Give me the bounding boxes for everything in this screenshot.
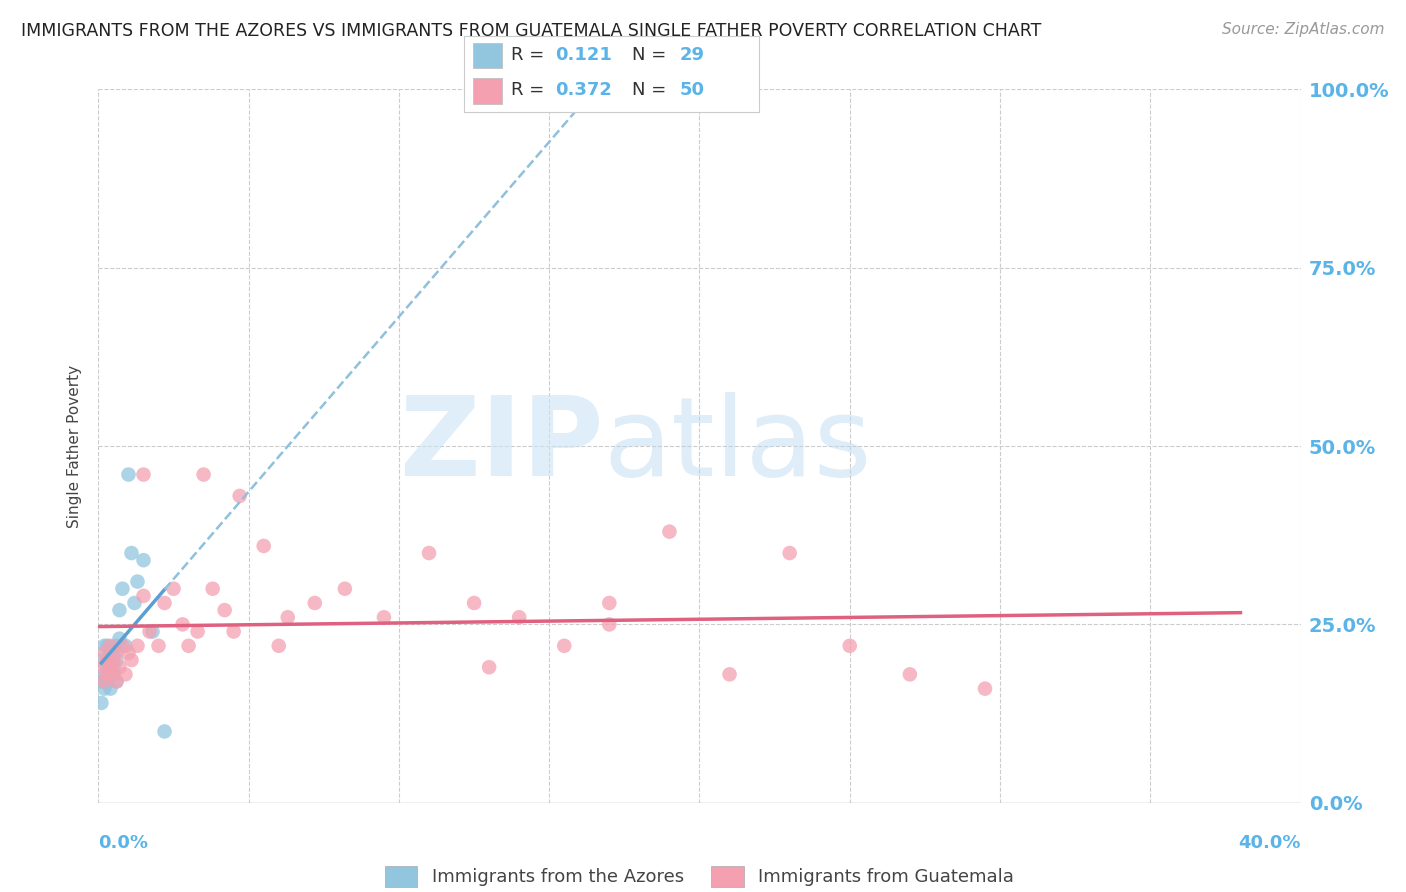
Point <box>100 646 122 660</box>
Point <box>132 467 155 482</box>
Text: R =: R = <box>512 81 550 99</box>
Point <box>508 610 530 624</box>
Text: 50: 50 <box>679 81 704 99</box>
Text: 0.372: 0.372 <box>555 81 613 99</box>
Point <box>658 524 681 539</box>
Point <box>124 596 146 610</box>
Point <box>105 674 128 689</box>
Point <box>108 660 131 674</box>
Text: ZIP: ZIP <box>399 392 603 500</box>
Point <box>974 681 997 696</box>
Point <box>418 546 440 560</box>
Point <box>105 674 128 689</box>
Point <box>373 610 395 624</box>
Point <box>478 660 501 674</box>
Point <box>718 667 741 681</box>
Point <box>201 582 224 596</box>
FancyBboxPatch shape <box>472 78 502 104</box>
Text: 29: 29 <box>679 46 704 64</box>
Point <box>100 681 122 696</box>
Point <box>598 617 620 632</box>
Point <box>214 603 236 617</box>
FancyBboxPatch shape <box>472 43 502 69</box>
Point <box>127 574 149 589</box>
Point <box>141 624 163 639</box>
Point <box>779 546 801 560</box>
Point <box>162 582 184 596</box>
Point <box>111 582 134 596</box>
Point <box>111 639 134 653</box>
Point <box>90 660 112 674</box>
Point <box>228 489 250 503</box>
Point <box>138 624 160 639</box>
Point <box>93 639 115 653</box>
Point <box>121 653 143 667</box>
Point <box>598 596 620 610</box>
Point <box>253 539 276 553</box>
Point <box>103 646 125 660</box>
Point <box>838 639 860 653</box>
Point <box>117 467 139 482</box>
Point <box>103 660 125 674</box>
Point <box>108 603 131 617</box>
Text: atlas: atlas <box>603 392 872 500</box>
Point <box>105 639 128 653</box>
Point <box>127 639 149 653</box>
Point <box>193 467 215 482</box>
Point <box>114 639 136 653</box>
Point <box>90 653 112 667</box>
Point <box>103 667 125 681</box>
Point <box>90 696 112 710</box>
Point <box>93 667 115 681</box>
Text: 0.0%: 0.0% <box>98 834 149 852</box>
Point <box>103 667 125 681</box>
Point <box>898 667 921 681</box>
Point <box>132 589 155 603</box>
Point <box>333 582 356 596</box>
Point <box>304 596 326 610</box>
Point <box>132 553 155 567</box>
Point <box>121 546 143 560</box>
Point <box>463 596 485 610</box>
Point <box>105 646 128 660</box>
Text: R =: R = <box>512 46 550 64</box>
Point <box>90 674 112 689</box>
Point <box>222 624 245 639</box>
Point <box>93 674 115 689</box>
Point <box>108 632 131 646</box>
Point <box>172 617 194 632</box>
Point <box>96 639 118 653</box>
Point <box>93 646 115 660</box>
Text: N =: N = <box>633 46 672 64</box>
Point <box>96 674 118 689</box>
Point <box>96 667 118 681</box>
Point <box>96 653 118 667</box>
Text: IMMIGRANTS FROM THE AZORES VS IMMIGRANTS FROM GUATEMALA SINGLE FATHER POVERTY CO: IMMIGRANTS FROM THE AZORES VS IMMIGRANTS… <box>21 22 1042 40</box>
Point <box>114 667 136 681</box>
Point <box>267 639 290 653</box>
Y-axis label: Single Father Poverty: Single Father Poverty <box>67 365 83 527</box>
Point <box>153 724 176 739</box>
Point <box>105 653 128 667</box>
Point <box>96 660 118 674</box>
Point <box>553 639 575 653</box>
Text: N =: N = <box>633 81 672 99</box>
Point <box>148 639 170 653</box>
Point <box>277 610 299 624</box>
Point <box>93 681 115 696</box>
Legend: Immigrants from the Azores, Immigrants from Guatemala: Immigrants from the Azores, Immigrants f… <box>385 866 1014 887</box>
Point <box>187 624 209 639</box>
Point <box>100 660 122 674</box>
Point <box>117 646 139 660</box>
Point <box>103 653 125 667</box>
Point <box>177 639 200 653</box>
Point <box>153 596 176 610</box>
Point <box>96 653 118 667</box>
Text: Source: ZipAtlas.com: Source: ZipAtlas.com <box>1222 22 1385 37</box>
Text: 0.121: 0.121 <box>555 46 613 64</box>
Point <box>100 639 122 653</box>
Text: 40.0%: 40.0% <box>1239 834 1301 852</box>
